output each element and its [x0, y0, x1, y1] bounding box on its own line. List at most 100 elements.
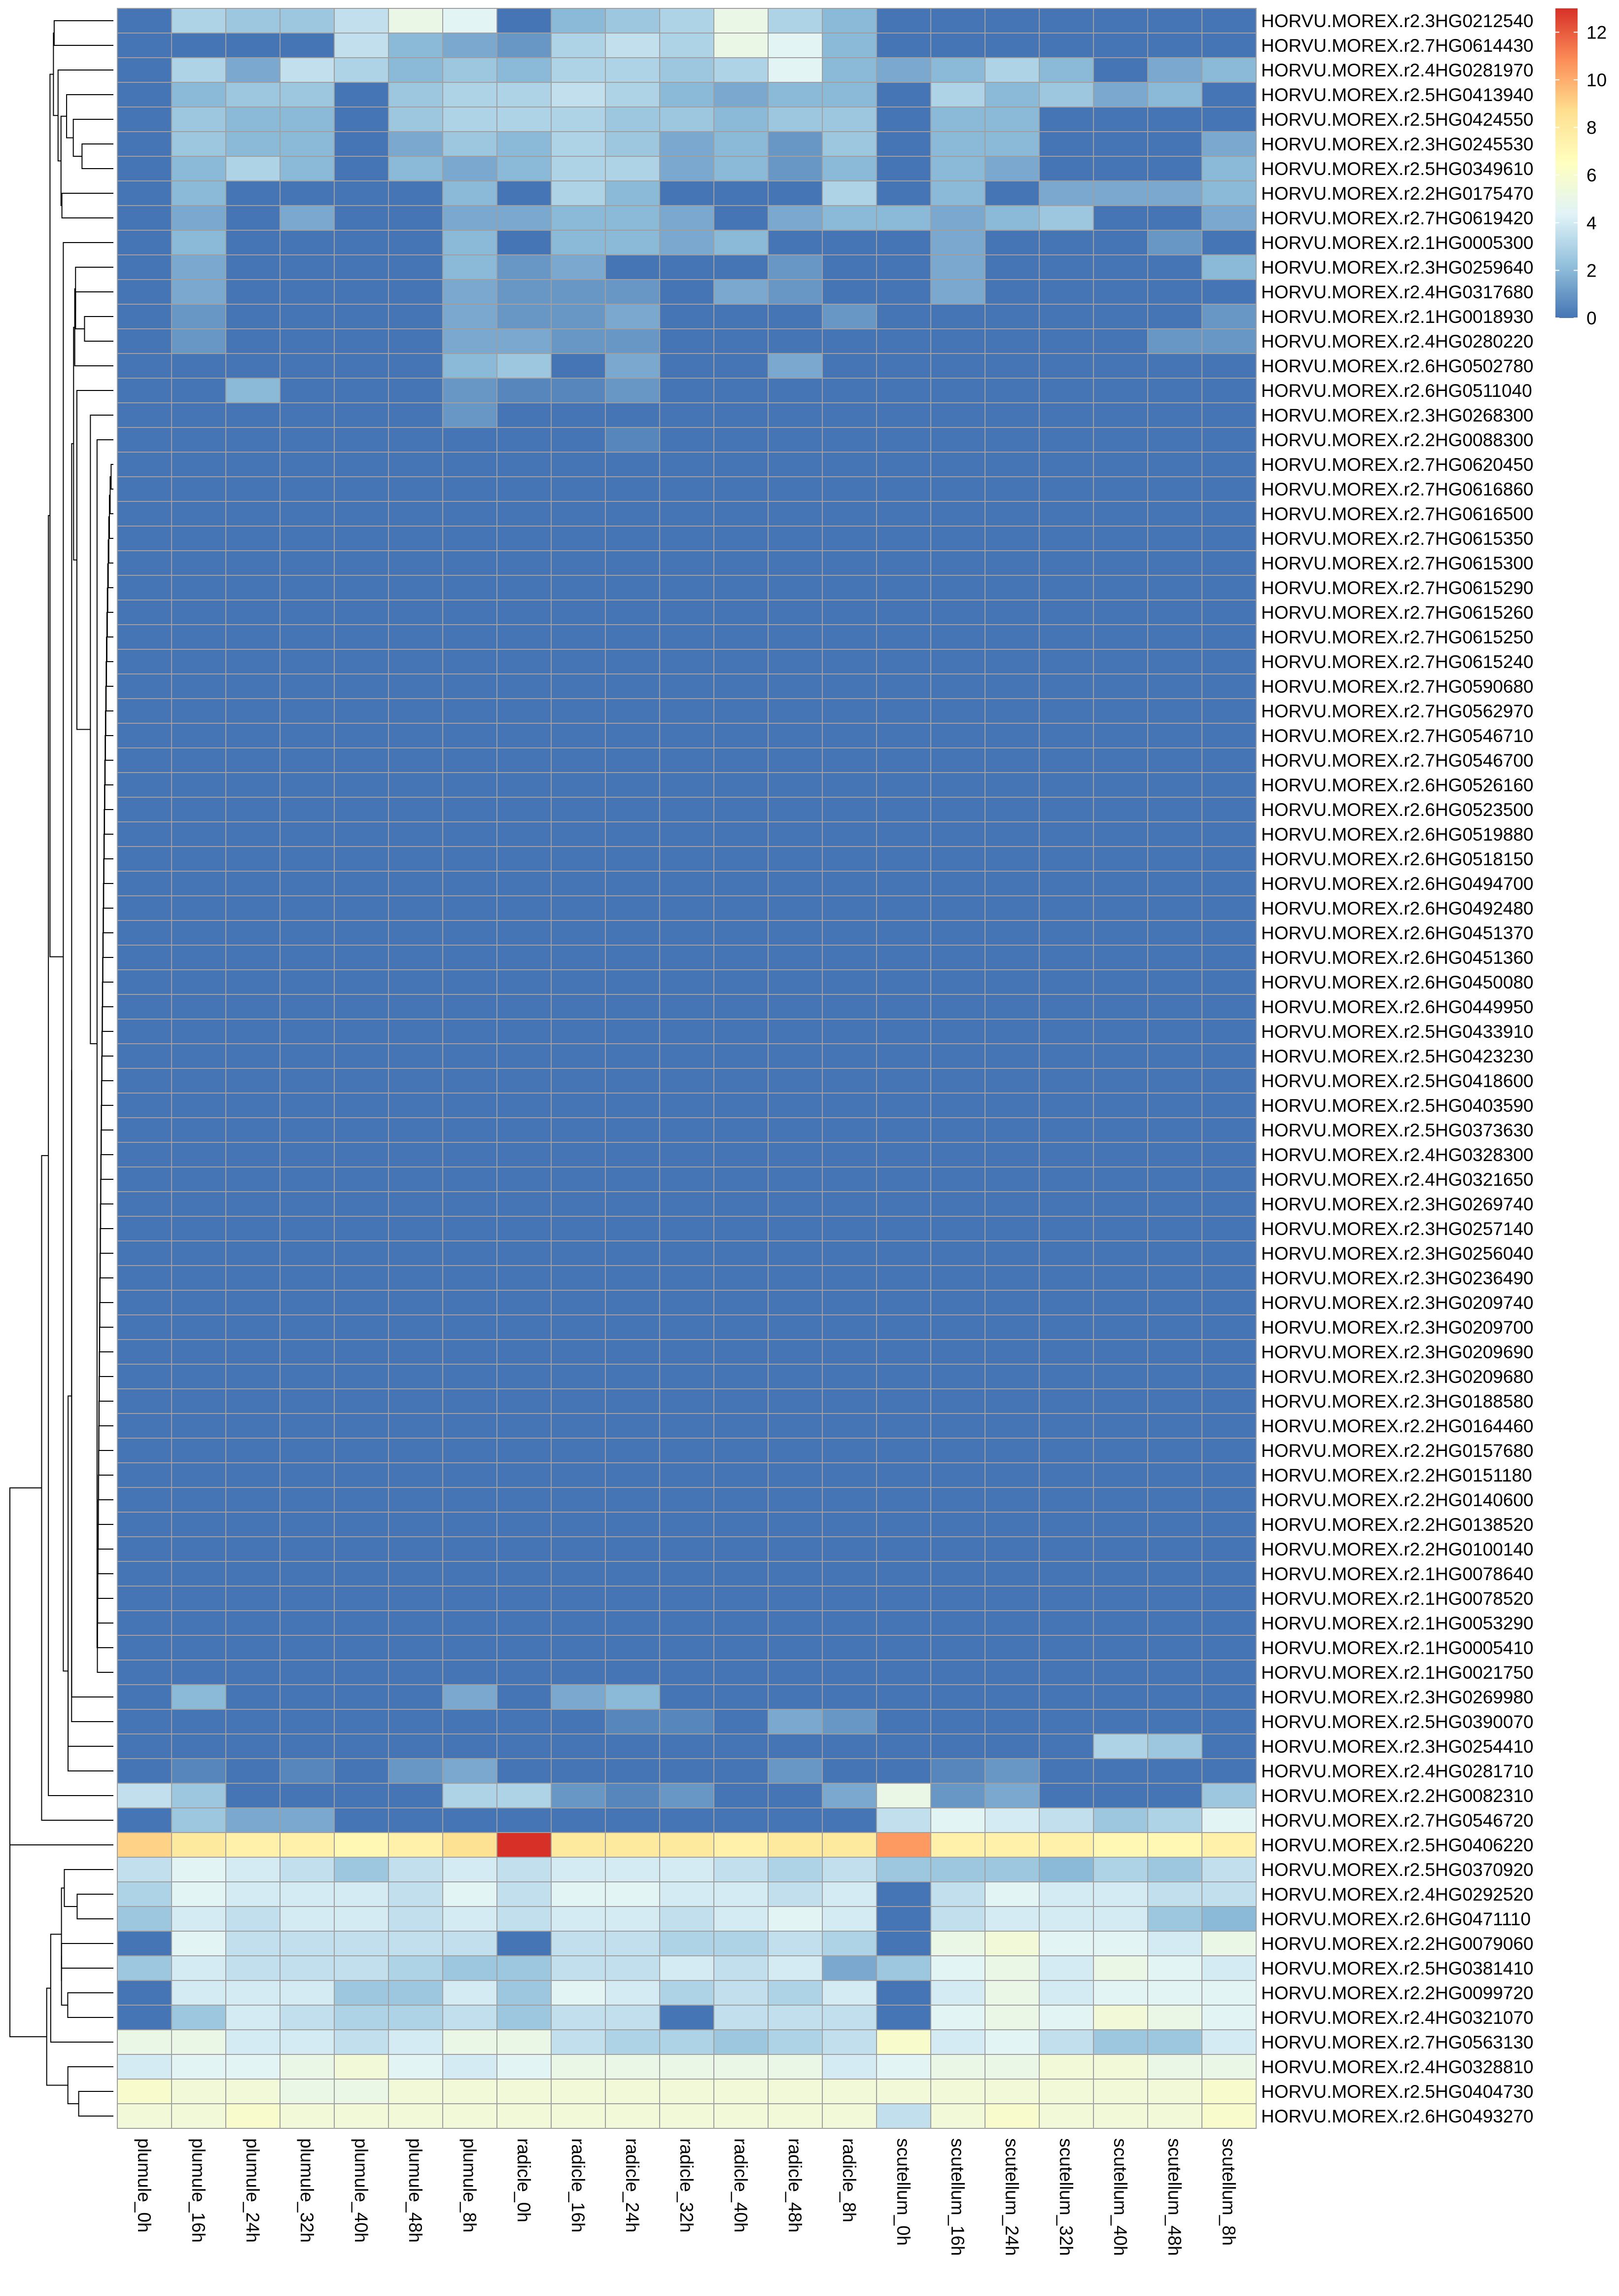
- column-label: plumule_40h: [351, 2138, 371, 2243]
- heatmap-cell: [280, 57, 335, 83]
- heatmap-cell: [442, 1191, 497, 1217]
- heatmap-cell: [1093, 649, 1148, 674]
- heatmap-cell: [496, 1586, 552, 1611]
- heatmap-cell: [334, 969, 389, 995]
- heatmap-cell: [334, 1388, 389, 1414]
- heatmap-cell: [930, 2029, 985, 2055]
- heatmap-cell: [1093, 1093, 1148, 1118]
- heatmap-cell: [280, 476, 335, 502]
- heatmap-cell: [496, 452, 552, 477]
- heatmap-cell: [388, 1191, 443, 1217]
- heatmap-cell: [1093, 230, 1148, 255]
- heatmap-cell: [1039, 304, 1094, 329]
- heatmap-cell: [876, 1339, 931, 1365]
- heatmap-cell: [225, 106, 281, 132]
- heatmap-cell: [1093, 1265, 1148, 1291]
- heatmap-cell: [822, 1980, 877, 2006]
- heatmap-cell: [388, 1117, 443, 1143]
- heatmap-cell: [171, 131, 226, 157]
- heatmap-cell: [605, 452, 660, 477]
- heatmap-cell: [551, 501, 606, 527]
- heatmap-cell: [280, 1339, 335, 1365]
- heatmap-cell: [171, 1906, 226, 1932]
- heatmap-cell: [388, 156, 443, 181]
- heatmap-cell: [822, 624, 877, 650]
- heatmap-cell: [1201, 1857, 1257, 1882]
- heatmap-cell: [117, 1117, 172, 1143]
- row-label: HORVU.MOREX.r2.7HG0615300: [1261, 553, 1534, 573]
- heatmap-cell: [334, 1586, 389, 1611]
- heatmap-cell: [659, 1216, 714, 1241]
- heatmap-cell: [1093, 550, 1148, 576]
- heatmap-cell: [1039, 1462, 1094, 1488]
- heatmap-cell: [1147, 895, 1202, 921]
- heatmap-cell: [713, 180, 769, 206]
- heatmap-cell: [280, 501, 335, 527]
- heatmap-cell: [822, 1265, 877, 1291]
- heatmap-cell: [225, 871, 281, 896]
- heatmap-cell: [551, 353, 606, 379]
- heatmap-cell: [713, 1783, 769, 1808]
- heatmap-cell: [551, 254, 606, 280]
- heatmap-cell: [496, 871, 552, 896]
- dendrogram-branch: [9, 1844, 113, 2038]
- heatmap-cell: [605, 1906, 660, 1932]
- heatmap-cell: [822, 1240, 877, 1266]
- heatmap-cell: [225, 1931, 281, 1956]
- heatmap-cell: [1147, 1733, 1202, 1759]
- heatmap-cell: [117, 106, 172, 132]
- heatmap-cell: [225, 2029, 281, 2055]
- heatmap-cell: [876, 895, 931, 921]
- heatmap-cell: [551, 1438, 606, 1463]
- heatmap-cell: [334, 1339, 389, 1365]
- heatmap-cell: [713, 600, 769, 625]
- heatmap-cell: [1039, 920, 1094, 946]
- heatmap-cell: [388, 402, 443, 428]
- heatmap-cell: [876, 1462, 931, 1488]
- heatmap-cell: [551, 945, 606, 970]
- heatmap-cell: [442, 698, 497, 724]
- heatmap-cell: [930, 1438, 985, 1463]
- heatmap-cell: [388, 180, 443, 206]
- heatmap-cell: [551, 452, 606, 477]
- heatmap-cell: [551, 1314, 606, 1340]
- row-label: HORVU.MOREX.r2.7HG0562970: [1261, 701, 1534, 721]
- heatmap-cell: [768, 698, 823, 724]
- heatmap-cell: [280, 1832, 335, 1858]
- heatmap-cell: [768, 304, 823, 329]
- heatmap-cell: [822, 57, 877, 83]
- row-label: HORVU.MOREX.r2.5HG0381410: [1261, 1958, 1534, 1978]
- heatmap-cell: [1201, 131, 1257, 157]
- heatmap-cell: [1147, 304, 1202, 329]
- heatmap-cell: [334, 550, 389, 576]
- heatmap-cell: [442, 1462, 497, 1488]
- heatmap-cell: [1147, 1290, 1202, 1315]
- heatmap-cell: [171, 1832, 226, 1858]
- heatmap-cell: [442, 1166, 497, 1192]
- heatmap-cell: [876, 328, 931, 354]
- heatmap-cell: [496, 550, 552, 576]
- heatmap-cell: [225, 673, 281, 699]
- heatmap-cell: [605, 1265, 660, 1291]
- heatmap-cell: [1147, 1660, 1202, 1685]
- row-label: HORVU.MOREX.r2.3HG0209740: [1261, 1293, 1534, 1313]
- dendrogram-branch: [50, 1934, 113, 2043]
- heatmap-cell: [822, 846, 877, 872]
- heatmap-cell: [1201, 2103, 1257, 2129]
- heatmap-cell: [659, 2005, 714, 2030]
- heatmap-cell: [1201, 180, 1257, 206]
- heatmap-cell: [388, 1216, 443, 1241]
- heatmap-cell: [1147, 1536, 1202, 1562]
- heatmap-cell: [442, 452, 497, 477]
- heatmap-cell: [334, 698, 389, 724]
- heatmap-cell: [1147, 1586, 1202, 1611]
- heatmap-cell: [822, 427, 877, 453]
- heatmap-cell: [1201, 1684, 1257, 1710]
- heatmap-cell: [876, 1117, 931, 1143]
- heatmap-cell: [985, 723, 1040, 748]
- heatmap-cell: [442, 1758, 497, 1784]
- heatmap-cell: [930, 1832, 985, 1858]
- heatmap-cell: [1039, 1660, 1094, 1685]
- heatmap-cell: [334, 1240, 389, 1266]
- heatmap-cell: [985, 1980, 1040, 2006]
